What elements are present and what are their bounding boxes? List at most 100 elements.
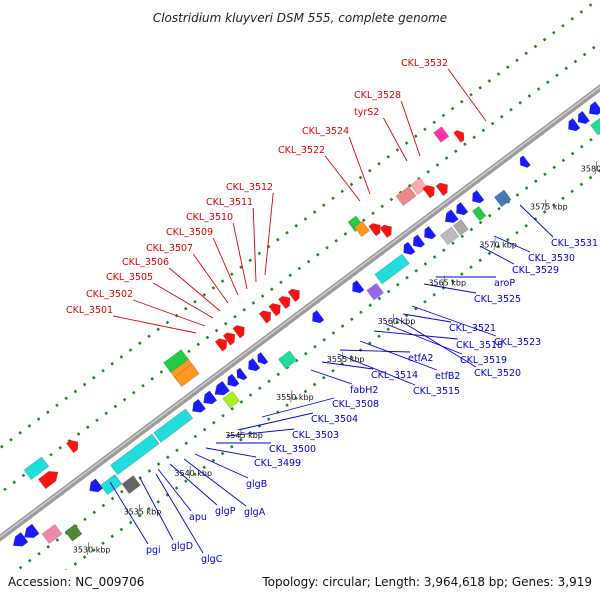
reverse-label-leader: [139, 477, 174, 541]
forward-gene-arrow: [222, 332, 236, 346]
genome-backbone: [0, 84, 600, 542]
gene-block: [174, 363, 200, 388]
kbp-tick-label: 3545 kbp: [225, 431, 263, 440]
reverse-gene-arrow: [312, 310, 325, 324]
forward-label-leader: [348, 136, 371, 195]
forward-label-leader: [152, 282, 214, 319]
kbp-tick-mark: [138, 504, 140, 517]
gene-block: [433, 126, 450, 143]
track-dot-line: [25, 168, 600, 600]
reverse-label-leader: [205, 447, 257, 458]
kbp-tick-mark: [341, 351, 344, 365]
reverse-gene-arrow: [352, 280, 365, 294]
gene-block: [354, 220, 370, 238]
gene-block: [23, 456, 50, 480]
forward-label-leader: [168, 267, 221, 312]
forward-gene-label: tyrS2: [354, 107, 379, 118]
summary-text: Topology: circular; Length: 3,964,618 bp…: [261, 575, 592, 589]
reverse-label-leader: [359, 340, 438, 371]
reverse-label-leader: [337, 353, 416, 386]
reverse-gene-label: CKL_3514: [371, 370, 418, 381]
reverse-gene-arrow: [236, 367, 248, 381]
reverse-label-leader: [423, 283, 477, 294]
kbp-tick-label: 3575 kbp: [530, 203, 568, 212]
forward-gene-label: CKL_3524: [302, 126, 349, 137]
forward-gene-arrow: [258, 310, 272, 324]
reverse-gene-arrow: [456, 202, 469, 216]
gene-block: [440, 226, 460, 246]
reverse-gene-label: etfA2: [408, 353, 433, 364]
forward-gene-label: CKL_3506: [122, 257, 169, 268]
forward-label-leader: [192, 253, 229, 304]
kbp-tick-label: 3570 kbp: [479, 241, 517, 250]
reverse-gene-arrow: [12, 532, 29, 547]
forward-gene-label: CKL_3510: [186, 212, 233, 223]
reverse-gene-arrow: [227, 373, 240, 387]
kbp-tick-label: 3540 kbp: [174, 469, 212, 478]
forward-label-leader: [447, 68, 487, 122]
reverse-gene-label: CKL_3500: [269, 444, 316, 455]
track-dot-line: [0, 131, 600, 585]
footer-background: [0, 570, 600, 600]
forward-label-leader: [324, 155, 361, 202]
reverse-label-leader: [493, 235, 531, 253]
reverse-gene-label: CKL_3515: [413, 386, 460, 397]
forward-gene-label: CKL_3501: [66, 305, 113, 316]
forward-label-leader: [232, 222, 248, 290]
reverse-label-leader: [194, 453, 249, 479]
gene-arrows: [12, 101, 600, 547]
reverse-label-leader: [321, 361, 374, 370]
forward-gene-label: CKL_3522: [278, 145, 325, 156]
forward-label-leader: [113, 315, 197, 334]
reverse-label-leader: [411, 305, 497, 337]
reverse-gene-label: glgD: [171, 541, 193, 552]
track-dot-line: [0, 41, 600, 495]
reverse-gene-label: CKL_3531: [551, 238, 598, 249]
reverse-label-leader: [385, 323, 463, 355]
reverse-gene-label: CKL_3523: [494, 337, 541, 348]
reverse-gene-label: CKL_3518: [456, 340, 503, 351]
kbp-tick-mark: [290, 389, 293, 403]
reverse-label-leader: [339, 349, 411, 353]
forward-label-leader: [383, 117, 408, 162]
forward-gene-arrow: [287, 288, 300, 302]
kbp-tick-mark: [493, 237, 496, 251]
gene-block: [278, 350, 298, 370]
forward-gene-label: CKL_3532: [401, 58, 448, 69]
kbp-tick-label: 3555 kbp: [327, 355, 365, 364]
reverse-label-leader: [373, 330, 459, 340]
reverse-gene-arrow: [257, 352, 269, 365]
forward-gene-label: CKL_3502: [86, 289, 133, 300]
reverse-label-leader: [155, 473, 204, 554]
forward-label-leader: [212, 237, 239, 296]
kbp-tick-label: 3565 kbp: [428, 279, 466, 288]
reverse-gene-label: glgC: [201, 554, 223, 565]
gene-block: [153, 408, 194, 443]
forward-gene-arrow: [368, 223, 381, 237]
reverse-gene-arrow: [214, 380, 230, 396]
reverse-gene-label: glgB: [246, 479, 267, 490]
forward-gene-arrow: [214, 338, 228, 352]
kbp-tick-mark: [87, 542, 90, 555]
forward-gene-label: CKL_3505: [106, 272, 153, 283]
reverse-label-leader: [519, 204, 554, 238]
reverse-gene-label: glgP: [215, 506, 236, 517]
gene-block: [64, 524, 83, 542]
reverse-label-leader: [109, 481, 149, 545]
reverse-gene-arrow: [248, 358, 261, 372]
kbp-tick-mark: [544, 199, 547, 212]
forward-gene-label: CKL_3528: [354, 90, 401, 101]
reverse-label-leader: [169, 463, 218, 506]
reverse-gene-label: CKL_3499: [254, 458, 301, 469]
reverse-gene-arrow: [577, 110, 590, 125]
forward-gene-arrow: [232, 325, 245, 339]
reverse-gene-arrow: [89, 478, 104, 493]
forward-label-leader: [252, 207, 257, 283]
reverse-label-leader: [157, 468, 192, 512]
kbp-tick-mark: [595, 161, 598, 174]
reverse-gene-arrow: [444, 209, 459, 224]
reverse-gene-arrow: [24, 523, 40, 539]
forward-gene-arrow: [379, 224, 392, 238]
